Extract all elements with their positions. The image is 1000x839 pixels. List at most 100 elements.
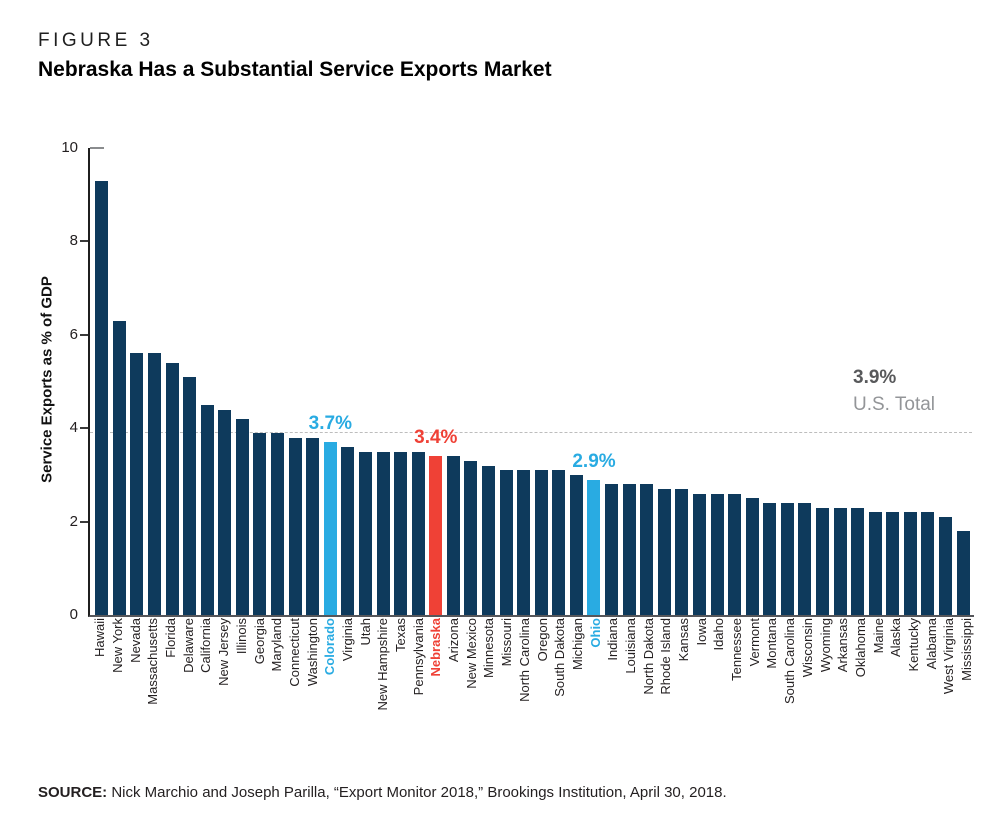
bar-missouri — [499, 470, 513, 615]
bar-virginia — [341, 446, 355, 615]
x-label-cell-missouri: Missouri — [498, 618, 516, 783]
x-label-cell-nebraska: Nebraska — [427, 618, 445, 783]
y-tick-mark-8 — [80, 240, 89, 243]
x-label-north-carolina: North Carolina — [516, 618, 532, 702]
bar-north-carolina — [517, 470, 531, 615]
x-label-cell-colorado: Colorado — [321, 618, 339, 783]
y-tick-label-6: 6 — [69, 325, 78, 343]
source-text: Nick Marchio and Joseph Parilla, “Export… — [107, 784, 727, 801]
bar-column-minnesota — [480, 465, 498, 615]
x-label-cell-oregon: Oregon — [533, 618, 551, 783]
bar-column-louisiana — [620, 484, 638, 615]
bar-column-iowa — [691, 493, 709, 615]
bar-column-california — [198, 404, 216, 615]
bar-wisconsin — [798, 502, 812, 615]
x-label-cell-connecticut: Connecticut — [286, 618, 304, 783]
x-label-cell-georgia: Georgia — [250, 618, 268, 783]
y-tick-label-2: 2 — [69, 512, 78, 530]
bar-column-oregon — [532, 470, 550, 615]
bar-georgia — [253, 432, 267, 615]
x-label-connecticut: Connecticut — [286, 618, 302, 687]
us-total-value: 3.9% — [853, 367, 897, 388]
bar-column-montana — [761, 502, 779, 615]
x-label-washington: Washington — [304, 618, 320, 687]
bar-new-mexico — [464, 460, 478, 615]
x-label-cell-rhode-island: Rhode Island — [657, 618, 675, 783]
bar-oregon — [534, 470, 548, 615]
x-label-ohio: Ohio — [587, 618, 603, 648]
bar-column-wisconsin — [796, 502, 814, 615]
bar-indiana — [605, 484, 619, 615]
bar-column-west-virginia — [937, 516, 955, 615]
x-label-cell-arizona: Arizona — [445, 618, 463, 783]
bar-utah — [358, 451, 372, 615]
x-label-cell-washington: Washington — [303, 618, 321, 783]
bar-column-alabama — [919, 512, 937, 615]
x-label-idaho: Idaho — [711, 618, 727, 651]
bar-west-virginia — [939, 516, 953, 615]
bar-oklahoma — [851, 507, 865, 615]
x-label-cell-west-virginia: West Virginia — [940, 618, 958, 783]
x-label-cell-oklahoma: Oklahoma — [852, 618, 870, 783]
bar-alaska — [886, 512, 900, 615]
x-label-cell-kentucky: Kentucky — [905, 618, 923, 783]
bar-massachusetts — [148, 353, 162, 615]
bar-column-delaware — [181, 376, 199, 615]
x-label-cell-new-hampshire: New Hampshire — [374, 618, 392, 783]
x-label-vermont: Vermont — [746, 618, 762, 667]
bar-alabama — [921, 512, 935, 615]
bar-column-nevada — [128, 353, 146, 615]
bar-column-oklahoma — [849, 507, 867, 615]
x-label-north-dakota: North Dakota — [640, 618, 656, 695]
x-label-south-dakota: South Dakota — [552, 618, 568, 697]
x-label-minnesota: Minnesota — [481, 618, 497, 678]
x-label-cell-montana: Montana — [763, 618, 781, 783]
bar-california — [200, 404, 214, 615]
x-label-wyoming: Wyoming — [817, 618, 833, 673]
figure-number-label: FIGURE 3 — [38, 30, 154, 51]
x-label-oklahoma: Oklahoma — [852, 618, 868, 678]
x-label-oregon: Oregon — [534, 618, 550, 662]
x-label-cell-hawaii: Hawaii — [91, 618, 109, 783]
bar-column-north-carolina — [515, 470, 533, 615]
x-label-cell-north-carolina: North Carolina — [516, 618, 534, 783]
x-label-cell-idaho: Idaho — [710, 618, 728, 783]
bar-column-new-jersey — [216, 409, 234, 615]
x-label-delaware: Delaware — [180, 618, 196, 673]
bar-column-arizona — [445, 456, 463, 615]
x-label-cell-alaska: Alaska — [887, 618, 905, 783]
x-label-colorado: Colorado — [322, 618, 338, 676]
bar-column-michigan — [568, 474, 586, 615]
x-label-west-virginia: West Virginia — [941, 618, 957, 695]
x-label-cell-michigan: Michigan — [569, 618, 587, 783]
x-label-cell-ohio: Ohio — [586, 618, 604, 783]
bar-south-dakota — [552, 470, 566, 615]
x-label-cell-texas: Texas — [392, 618, 410, 783]
source-prefix: SOURCE: — [38, 784, 108, 801]
bar-column-idaho — [708, 493, 726, 615]
us-total-label: 3.9% U.S. Total — [853, 364, 935, 418]
x-label-cell-delaware: Delaware — [179, 618, 197, 783]
x-label-florida: Florida — [163, 618, 179, 658]
y-tick-mark-10 — [90, 147, 104, 149]
bar-column-florida — [163, 362, 181, 615]
x-label-cell-wisconsin: Wisconsin — [799, 618, 817, 783]
bar-rhode-island — [657, 488, 671, 615]
annotation-nebraska: 3.4% — [414, 427, 458, 449]
x-label-south-carolina: South Carolina — [782, 618, 798, 704]
bar-nebraska — [429, 456, 443, 615]
annotation-ohio: 2.9% — [572, 450, 616, 472]
bar-column-kentucky — [902, 512, 920, 615]
y-tick-label-8: 8 — [69, 232, 78, 250]
x-label-utah: Utah — [357, 618, 373, 646]
x-label-texas: Texas — [393, 618, 409, 652]
bar-vermont — [745, 498, 759, 615]
y-tick-mark-2 — [80, 520, 89, 523]
x-label-hawaii: Hawaii — [92, 618, 108, 658]
bar-texas — [394, 451, 408, 615]
bar-column-connecticut — [286, 437, 304, 615]
x-label-nevada: Nevada — [127, 618, 143, 663]
x-label-massachusetts: Massachusetts — [145, 618, 161, 705]
x-label-kentucky: Kentucky — [905, 618, 921, 672]
